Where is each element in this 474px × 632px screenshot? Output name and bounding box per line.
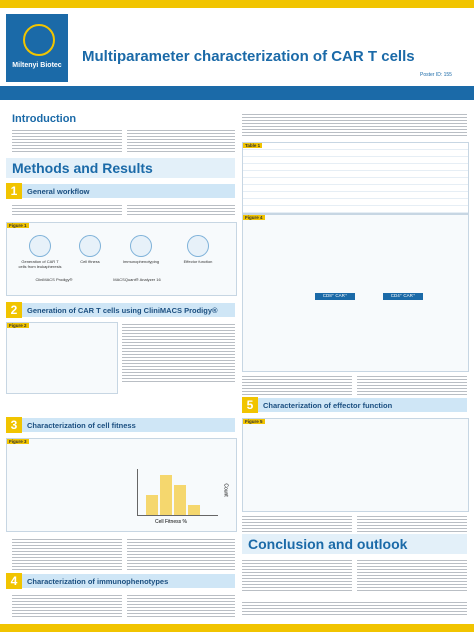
axis-label: Cell Fitness %	[155, 519, 187, 525]
footnote	[242, 600, 467, 616]
icon	[79, 235, 101, 257]
section-bar: 4 Characterization of immunophenotypes	[6, 573, 235, 589]
device-label: MACSQuant® Analyzer 16	[113, 277, 161, 282]
axis-label: Count	[222, 483, 229, 497]
body-text	[12, 203, 122, 217]
figure-label: Figure 1	[7, 223, 29, 228]
section-bar: 2 Generation of CAR T cells using CliniMA…	[6, 302, 235, 318]
body-text	[127, 128, 235, 152]
icon	[187, 235, 209, 257]
section-heading: General workflow	[27, 186, 90, 196]
figure-2: Figure 2	[6, 322, 118, 394]
section-title: Conclusion and outlook	[242, 534, 467, 554]
body-text	[12, 593, 122, 619]
section-heading: Characterization of immunophenotypes	[27, 576, 169, 586]
body-text	[242, 374, 352, 396]
body-text	[12, 537, 122, 571]
decoration: Cell fitness	[73, 235, 107, 264]
workflow-step: Immunophenotyping	[122, 259, 160, 264]
section-title: Introduction	[12, 113, 77, 125]
section-heading: Characterization of cell fitness	[27, 420, 136, 430]
section-heading: Characterization of effector function	[263, 400, 393, 410]
section-number: 2	[6, 302, 22, 318]
section-bar: 1 General workflow	[6, 183, 235, 199]
workflow-step: Cell fitness	[80, 259, 100, 264]
section-number: 3	[6, 417, 22, 433]
body-text	[12, 128, 122, 152]
workflow-step: Effector function	[183, 259, 213, 264]
brand: Miltenyi Biotec	[12, 62, 62, 69]
decoration	[188, 505, 200, 515]
body-text	[122, 322, 235, 382]
decoration	[146, 495, 158, 515]
decoration: Immunophenotyping	[117, 235, 165, 264]
section-title: Methods and Results	[6, 158, 235, 178]
figure-label: Figure 4	[243, 215, 265, 220]
author-bar	[0, 86, 474, 100]
bottom-strip	[0, 624, 474, 632]
figure-label: Table 1	[243, 143, 263, 148]
section-bar: 5 Characterization of effector function	[242, 397, 467, 413]
body-text	[357, 374, 467, 396]
body-text	[127, 593, 235, 619]
body-text	[357, 514, 467, 532]
figure-1: Figure 1 Generation of CAR T cells from …	[6, 222, 237, 296]
body-text	[242, 558, 352, 592]
body-text	[357, 558, 467, 592]
decoration	[160, 475, 172, 515]
icon	[29, 235, 51, 257]
poster-id: Poster ID: 155	[420, 72, 452, 78]
figure-3: Figure 3 Cell Fitness % Count	[6, 438, 237, 532]
figure-label: Figure 5	[243, 419, 265, 424]
logo-mark	[23, 24, 55, 56]
panel-label: CD4⁺ CAR⁺	[383, 293, 423, 300]
device-label: CliniMACS Prodigy®	[35, 277, 73, 282]
panel-label: CD8⁺ CAR⁺	[315, 293, 355, 300]
body-text	[127, 203, 235, 217]
top-strip	[0, 0, 474, 8]
decoration	[174, 485, 186, 515]
figure-label: Figure 2	[7, 323, 29, 328]
poster-title: Multiparameter characterization of CAR T…	[82, 48, 415, 65]
decoration: Effector function	[175, 235, 221, 264]
histogram-axes	[137, 469, 218, 516]
decoration: Generation of CAR T cells from leukapher…	[17, 235, 63, 269]
section-bar: 3 Characterization of cell fitness	[6, 417, 235, 433]
section-heading: Generation of CAR T cells using CliniMAC…	[27, 305, 218, 315]
section-number: 4	[6, 573, 22, 589]
logo-box: Miltenyi Biotec	[6, 14, 68, 82]
body-text	[242, 514, 352, 532]
table-1: Table 1	[242, 142, 469, 214]
body-text	[127, 537, 235, 571]
section-number: 5	[242, 397, 258, 413]
icon	[130, 235, 152, 257]
figure-5: Figure 5	[242, 418, 469, 512]
body-text	[242, 112, 467, 138]
figure-4: Figure 4 CD8⁺ CAR⁺ CD4⁺ CAR⁺	[242, 214, 469, 372]
figure-label: Figure 3	[7, 439, 29, 444]
workflow-step: Generation of CAR T cells from leukapher…	[18, 259, 62, 269]
section-number: 1	[6, 183, 22, 199]
